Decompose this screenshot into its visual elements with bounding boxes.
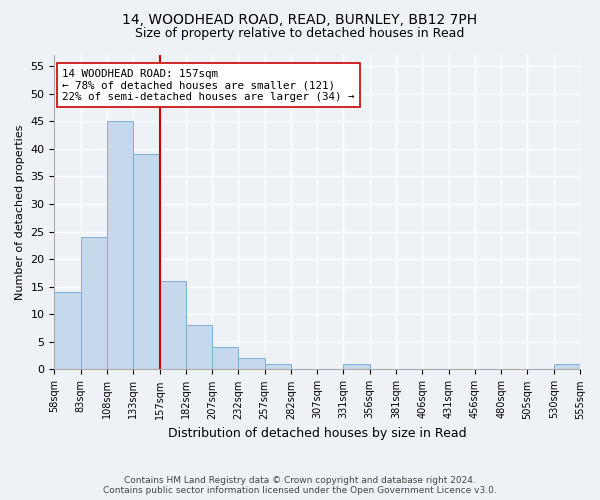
Bar (107, 121, 133, 370)
Text: Size of property relative to detached houses in Read: Size of property relative to detached ho… (136, 28, 464, 40)
Y-axis label: Number of detached properties: Number of detached properties (15, 124, 25, 300)
X-axis label: Distribution of detached houses by size in Read: Distribution of detached houses by size … (168, 427, 467, 440)
Bar (265, 364, 291, 370)
Bar (133, 154, 160, 370)
Bar (186, 326, 212, 370)
Bar (238, 358, 265, 370)
Bar (80, 237, 107, 370)
Text: Contains HM Land Registry data © Crown copyright and database right 2024.
Contai: Contains HM Land Registry data © Crown c… (103, 476, 497, 495)
Text: 14 WOODHEAD ROAD: 157sqm
← 78% of detached houses are smaller (121)
22% of semi-: 14 WOODHEAD ROAD: 157sqm ← 78% of detach… (62, 69, 355, 102)
Bar (160, 281, 186, 370)
Bar (343, 364, 370, 370)
Bar (55, 292, 80, 370)
Bar (212, 348, 238, 370)
Text: 14, WOODHEAD ROAD, READ, BURNLEY, BB12 7PH: 14, WOODHEAD ROAD, READ, BURNLEY, BB12 7… (122, 12, 478, 26)
Bar (554, 364, 580, 370)
